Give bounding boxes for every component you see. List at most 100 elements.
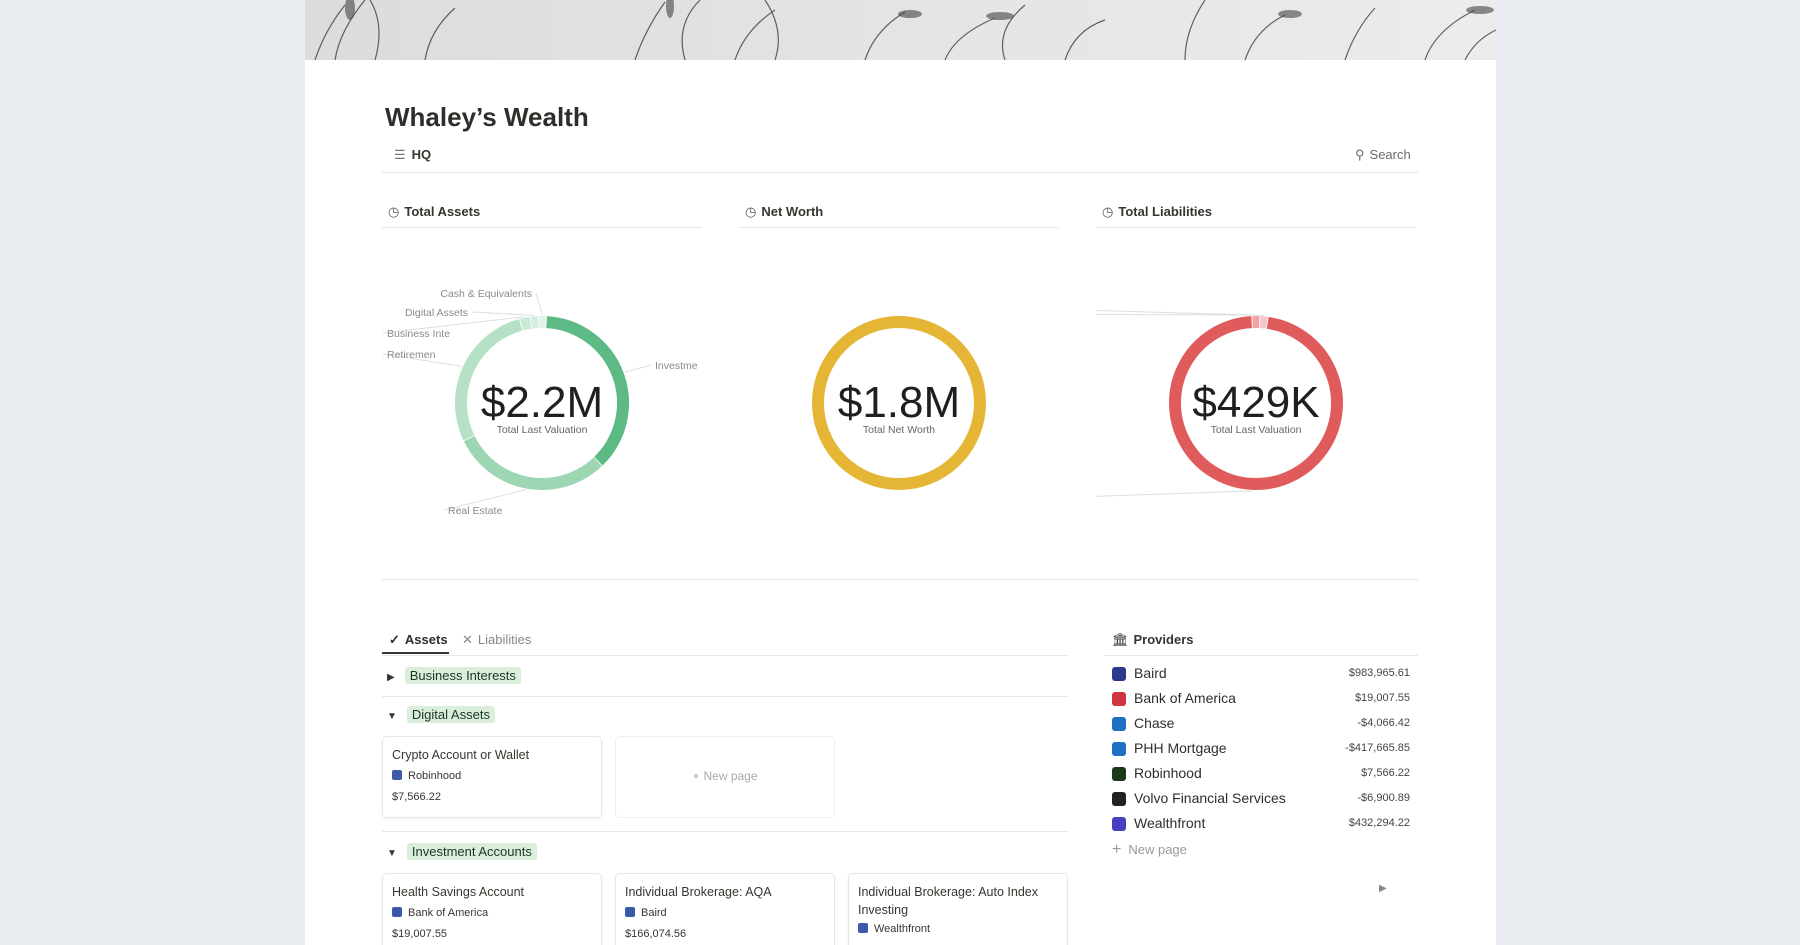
widget-title-text: Total Liabilities (1118, 204, 1213, 219)
provider-name: Wealthfront (874, 923, 931, 935)
donut-segment (463, 435, 602, 490)
provider-name: Robinhood (408, 770, 462, 782)
segment-label: Digital Assets (405, 307, 468, 319)
provider-amount: $7,566.22 (1361, 767, 1410, 779)
card-provider: Baird (625, 907, 667, 919)
widget-title-text: Net Worth (761, 204, 824, 219)
provider-amount: $432,294.22 (1348, 817, 1410, 829)
divider (382, 227, 702, 228)
tab-label: Liabilities (477, 632, 532, 647)
provider-row[interactable]: PHH Mortgage -$417,665.85 (1112, 739, 1410, 759)
total-caption: Total Last Valuation (1211, 424, 1302, 436)
providers-title: 🏛 Providers (1112, 632, 1194, 647)
provider-row[interactable]: Baird $983,965.61 (1112, 664, 1410, 684)
group-header[interactable]: ▼ Digital Assets (387, 706, 495, 723)
provider-row[interactable]: Robinhood $7,566.22 (1112, 764, 1410, 784)
page-title: Whaley’s Wealth (385, 102, 589, 132)
donut-segment (519, 316, 532, 331)
tab[interactable]: ✕ Liabilities (462, 632, 532, 647)
group-tag: Digital Assets (406, 706, 495, 723)
group-tag: Investment Accounts (406, 843, 537, 860)
view-switcher[interactable]: ☰ HQ (394, 147, 432, 162)
active-tab-indicator (382, 652, 449, 654)
group-header[interactable]: ▼ Investment Accounts (387, 843, 537, 860)
card-amount: $166,074.56 (625, 928, 687, 940)
provider-icon (1112, 717, 1126, 731)
card-title: Crypto Account or Wallet (392, 748, 530, 762)
provider-amount: $19,007.55 (1354, 692, 1410, 704)
donut-segment (1169, 316, 1343, 490)
view-name: HQ (411, 147, 432, 162)
leader-line (1096, 310, 1265, 316)
card-title: Individual Brokerage: Auto Index Investi… (858, 885, 1038, 917)
divider (1096, 227, 1416, 228)
donut-segment (530, 316, 539, 329)
card-provider: Bank of America (392, 907, 488, 919)
widget-title: ◷ Net Worth (745, 204, 824, 219)
card[interactable]: Individual Brokerage: Auto Index Investi… (848, 873, 1068, 945)
provider-name: Bank of America (408, 907, 489, 919)
donut-segment (455, 319, 523, 441)
total-caption: Total Last Valuation (497, 424, 588, 436)
leader-line (382, 353, 463, 367)
new-page-text: New page (1128, 842, 1187, 857)
provider-name: Wealthfront (1134, 815, 1206, 831)
provider-row[interactable]: Bank of America $19,007.55 (1112, 689, 1410, 709)
provider-name: Chase (1134, 715, 1175, 731)
provider-amount: -$417,665.85 (1345, 742, 1410, 754)
provider-row[interactable]: Chase -$4,066.42 (1112, 714, 1410, 734)
tab-label: Assets (404, 632, 448, 647)
provider-amount: -$6,900.89 (1357, 792, 1410, 804)
leader-line (624, 364, 652, 373)
divider (382, 579, 1418, 580)
provider-amount: $983,965.61 (1348, 667, 1410, 679)
leader-line (1096, 313, 1256, 316)
divider (382, 655, 1068, 656)
new-page-text: New page (703, 769, 758, 783)
card-amount: $19,007.55 (392, 928, 448, 940)
card-title: Health Savings Account (392, 885, 525, 899)
provider-name: Robinhood (1134, 765, 1202, 781)
tab[interactable]: ✓ Assets (389, 632, 448, 647)
donut-segment (546, 316, 629, 466)
provider-name: Baird (1134, 665, 1167, 681)
card[interactable]: Health Savings Account Bank of America $19… (382, 873, 602, 945)
page: Whaley’s Wealth ☰ HQ ⚲ Search ◷ Total Assets In… (305, 0, 1496, 945)
provider-icon (1112, 817, 1126, 831)
card[interactable]: Crypto Account or Wallet Robinhood $7,566.… (382, 736, 602, 818)
widget-title: ◷ Total Liabilities (1102, 204, 1213, 219)
card[interactable]: Individual Brokerage: AQA Baird $166,074.5… (615, 873, 835, 945)
search-label: Search (1369, 147, 1411, 162)
provider-icon (1112, 792, 1126, 806)
provider-icon (1112, 742, 1126, 756)
total-value: $429K (1192, 378, 1319, 427)
new-page-card[interactable]: + New page (615, 736, 835, 818)
segment-label: Real Estate (448, 505, 502, 517)
segment-label: Business Inte (387, 328, 450, 340)
new-page-label: + New page (692, 769, 758, 783)
card-provider: Wealthfront (858, 923, 930, 935)
provider-name: Bank of America (1134, 690, 1236, 706)
provider-row[interactable]: Wealthfront $432,294.22 (1112, 814, 1410, 834)
segment-label: Cash & Equivalents (440, 288, 532, 300)
leader-line (535, 292, 543, 316)
divider (739, 227, 1059, 228)
divider (1104, 655, 1418, 656)
leader-line (382, 316, 525, 334)
widget-title-text: Total Assets (404, 204, 481, 219)
divider (382, 172, 1418, 173)
expand-toggle[interactable]: ▶ (1379, 883, 1387, 894)
leader-line (443, 489, 527, 511)
provider-name: Volvo Financial Services (1134, 790, 1286, 806)
divider (382, 696, 1068, 697)
group-header[interactable]: ▶ Business Interests (387, 667, 521, 684)
provider-row[interactable]: Volvo Financial Services -$6,900.89 (1112, 789, 1410, 809)
new-page-row[interactable]: + New page (1112, 841, 1187, 858)
provider-amount: -$4,066.42 (1357, 717, 1410, 729)
provider-name: PHH Mortgage (1134, 740, 1227, 756)
donut-chart: Investme Real Estate Retiremen Business Int… (382, 288, 698, 517)
leader-line (1096, 490, 1253, 497)
search[interactable]: ⚲ Search (1355, 147, 1411, 162)
